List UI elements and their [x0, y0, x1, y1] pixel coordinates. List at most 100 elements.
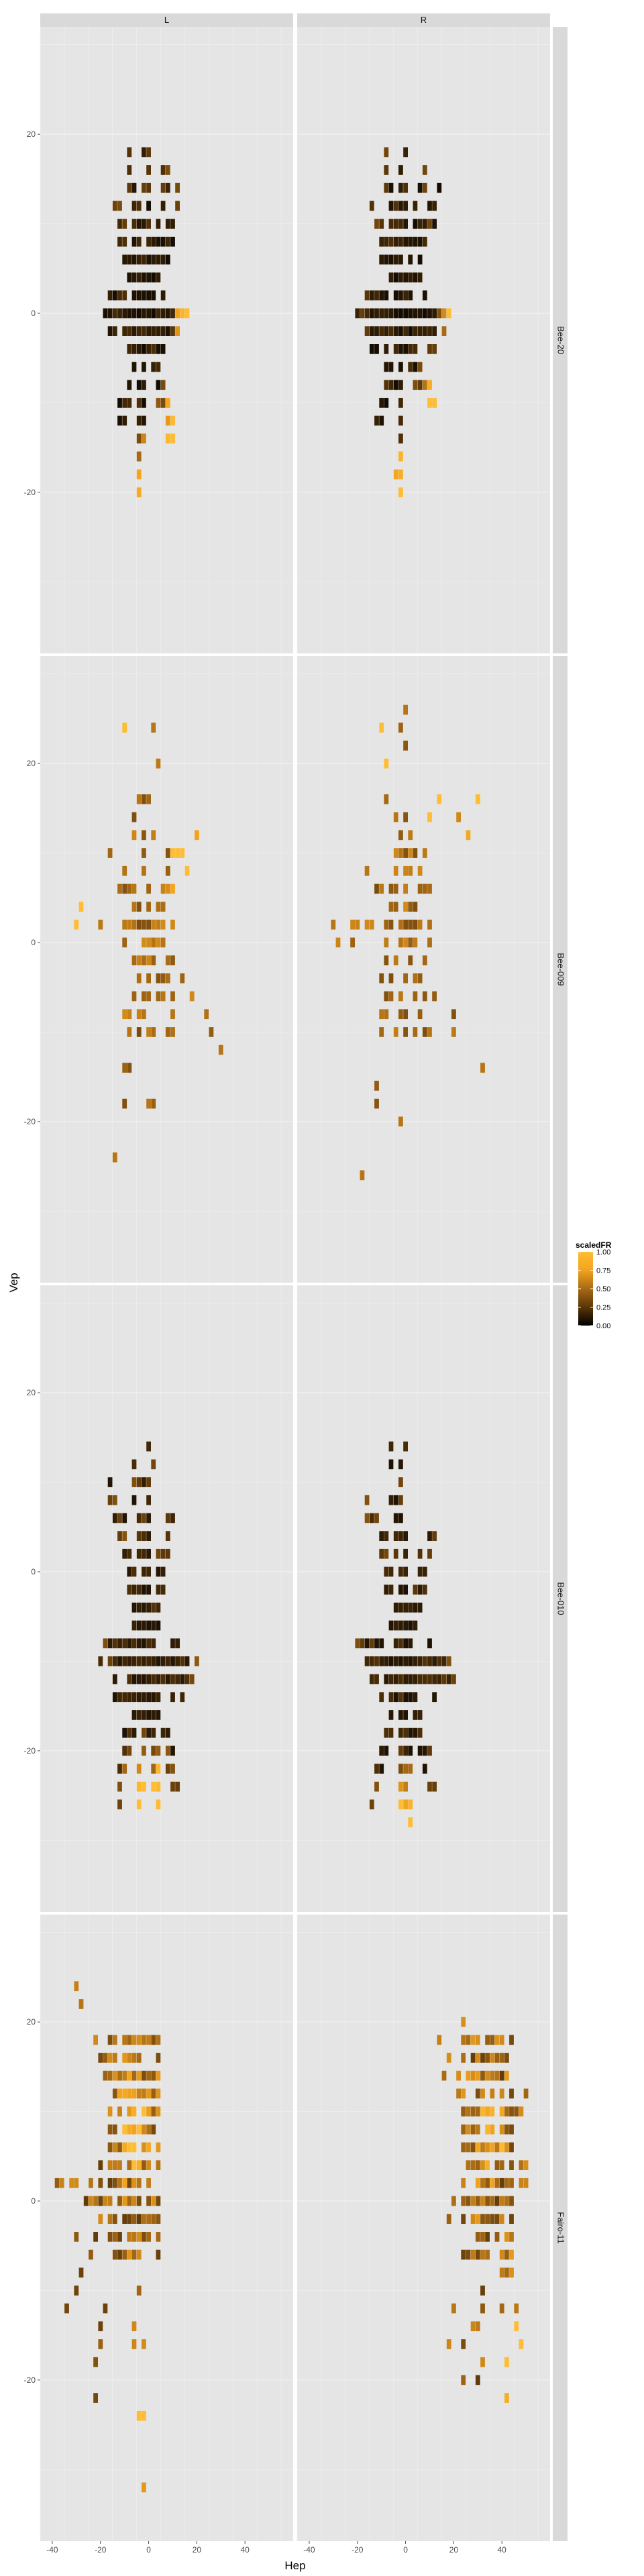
- heatmap-tile: [146, 937, 151, 948]
- heatmap-tile: [417, 973, 423, 983]
- heatmap-tile: [122, 2088, 127, 2099]
- heatmap-tile: [107, 2142, 113, 2153]
- heatmap-tile: [413, 919, 418, 930]
- heatmap-tile: [112, 1152, 117, 1163]
- heatmap-tile: [112, 2035, 117, 2045]
- heatmap-tile: [107, 1656, 113, 1666]
- heatmap-tile: [165, 865, 170, 876]
- heatmap-tile: [131, 236, 137, 247]
- heatmap-tile: [131, 219, 137, 229]
- heatmap-tile: [170, 1656, 175, 1666]
- heatmap-tile: [398, 398, 403, 408]
- heatmap-tile: [146, 2035, 151, 2045]
- tiles-Bee-20-L: [103, 147, 190, 498]
- heatmap-tile: [461, 2339, 466, 2349]
- heatmap-tile: [408, 1674, 413, 1684]
- heatmap-tile: [156, 2035, 161, 2045]
- heatmap-tile: [180, 1656, 185, 1666]
- heatmap-tile: [504, 2267, 509, 2278]
- heatmap-tile: [156, 2196, 161, 2206]
- heatmap-tile: [485, 2070, 490, 2081]
- heatmap-tile: [127, 2035, 132, 2045]
- heatmap-tile: [398, 991, 403, 1002]
- heatmap-tile: [136, 1692, 142, 1703]
- heatmap-tile: [131, 2178, 137, 2188]
- heatmap-tile: [427, 1781, 432, 1792]
- heatmap-tile: [165, 1764, 170, 1774]
- heatmap-tile: [165, 883, 170, 894]
- heatmap-tile: [146, 1585, 151, 1595]
- heatmap-tile: [142, 830, 146, 841]
- heatmap-tile: [146, 290, 151, 301]
- heatmap-tile: [388, 272, 394, 282]
- heatmap-tile: [146, 147, 151, 158]
- heatmap-tile: [131, 1603, 137, 1613]
- heatmap-tile: [165, 1727, 170, 1738]
- heatmap-tile: [398, 1620, 403, 1631]
- heatmap-tile: [499, 2249, 504, 2260]
- heatmap-tile: [470, 2321, 476, 2332]
- heatmap-tile: [403, 1656, 408, 1666]
- heatmap-tile: [165, 1656, 170, 1666]
- heatmap-tile: [427, 201, 432, 211]
- heatmap-tile: [131, 1638, 137, 1649]
- heatmap-tile: [369, 290, 374, 301]
- heatmap-tile: [379, 1531, 384, 1541]
- panels-layer: [40, 27, 550, 2541]
- heatmap-tile: [490, 2106, 495, 2116]
- heatmap-tile: [388, 1566, 394, 1577]
- heatmap-tile: [127, 344, 132, 354]
- y-tick-label: -20: [24, 2375, 36, 2385]
- heatmap-tile: [156, 919, 161, 930]
- heatmap-tile: [146, 1513, 151, 1523]
- heatmap-tile: [499, 2070, 504, 2081]
- heatmap-tile: [403, 973, 408, 983]
- legend-tick-label: 0.25: [596, 1304, 610, 1312]
- heatmap-tile: [131, 308, 137, 319]
- panel-Bee-010-R: [297, 1285, 550, 1912]
- heatmap-tile: [156, 2070, 161, 2081]
- heatmap-tile: [374, 1656, 379, 1666]
- heatmap-tile: [142, 2035, 146, 2045]
- heatmap-tile: [142, 182, 146, 193]
- heatmap-tile: [160, 883, 166, 894]
- heatmap-tile: [485, 2160, 490, 2170]
- heatmap-tile: [170, 415, 175, 426]
- heatmap-tile: [127, 1692, 132, 1703]
- y-tick-label: 0: [31, 938, 36, 947]
- heatmap-tile: [494, 2053, 500, 2063]
- heatmap-tile: [470, 2124, 476, 2135]
- x-tick-label: 0: [403, 2545, 408, 2555]
- heatmap-tile: [136, 487, 142, 498]
- heatmap-tile: [142, 919, 146, 930]
- heatmap-tile: [422, 182, 427, 193]
- heatmap-tile: [136, 219, 142, 229]
- heatmap-tile: [403, 1620, 408, 1631]
- heatmap-tile: [417, 1566, 423, 1577]
- heatmap-tile: [379, 883, 384, 894]
- heatmap-tile: [136, 398, 142, 408]
- heatmap-tile: [417, 883, 423, 894]
- heatmap-tile: [131, 883, 137, 894]
- heatmap-tile: [122, 1548, 127, 1559]
- heatmap-tile: [374, 1674, 379, 1684]
- heatmap-tile: [117, 2088, 122, 2099]
- heatmap-tile: [398, 1513, 403, 1523]
- heatmap-tile: [156, 236, 161, 247]
- heatmap-tile: [480, 2088, 485, 2099]
- heatmap-tile: [156, 380, 161, 390]
- heatmap-tile: [388, 182, 394, 193]
- heatmap-tile: [122, 1513, 127, 1523]
- legend-tick-label: 0.75: [596, 1267, 610, 1275]
- heatmap-tile: [504, 2393, 509, 2403]
- heatmap-tile: [160, 991, 166, 1002]
- heatmap-tile: [427, 1674, 432, 1684]
- heatmap-tile: [184, 308, 190, 319]
- heatmap-tile: [107, 2160, 113, 2170]
- heatmap-tile: [427, 1531, 432, 1541]
- heatmap-tile: [441, 326, 447, 336]
- heatmap-tile: [364, 919, 370, 930]
- y-tick-label: 20: [27, 1388, 36, 1397]
- heatmap-tile: [131, 1459, 137, 1470]
